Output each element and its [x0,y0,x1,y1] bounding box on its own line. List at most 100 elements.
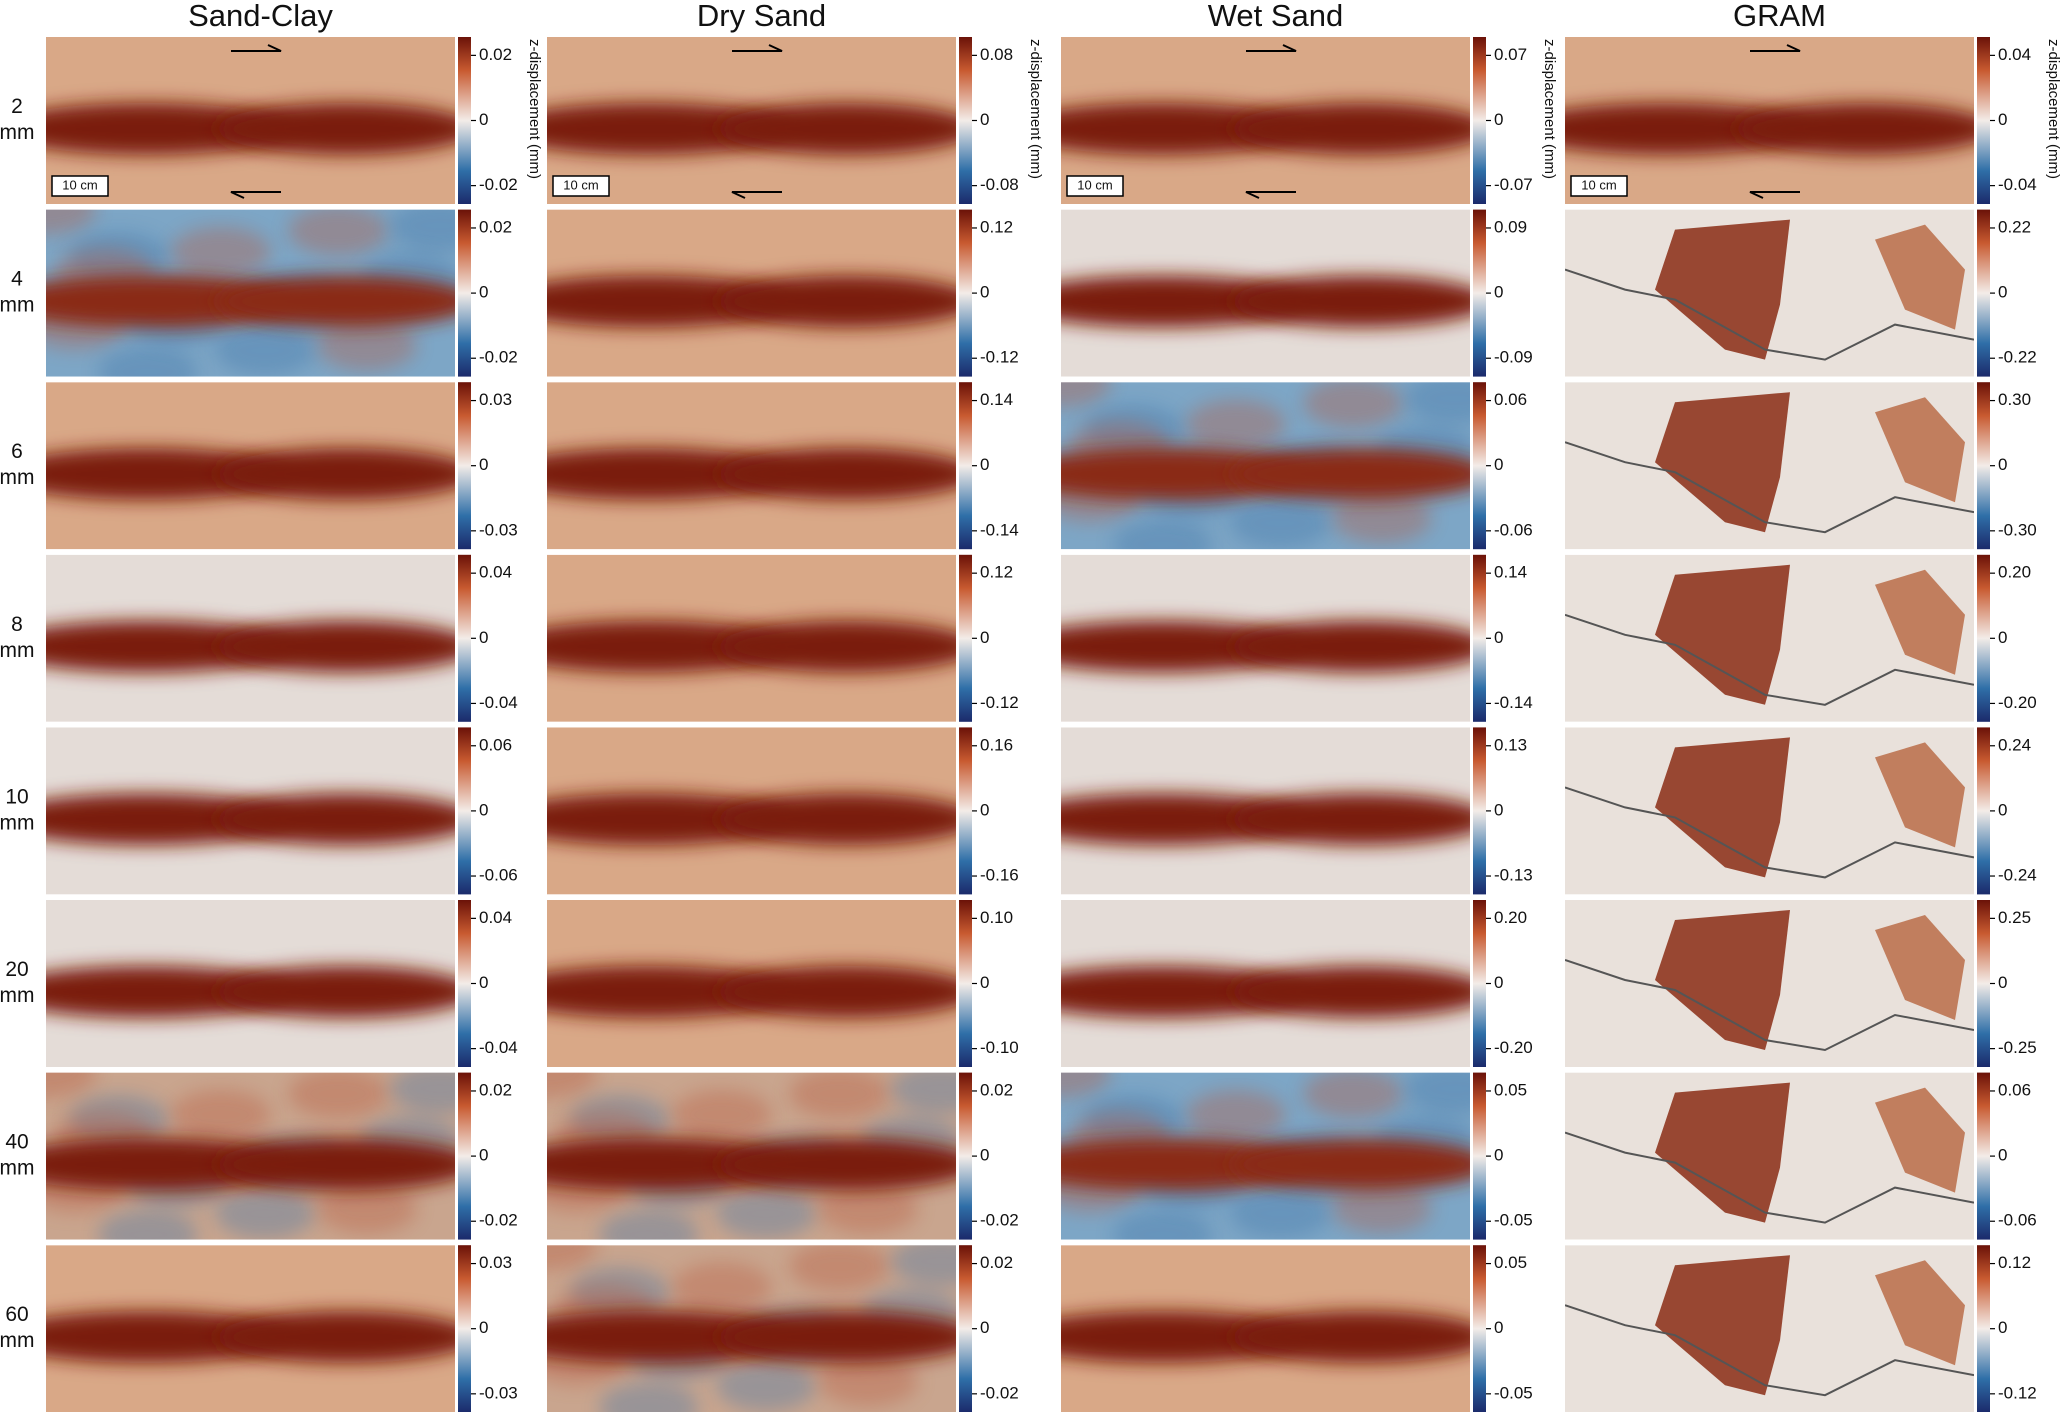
row-label: 20 [5,958,28,981]
crack [1565,1131,1974,1224]
colorbar-tick-label: -0.07 [1494,175,1533,194]
column-title: Wet Sand [1208,0,1344,33]
colorbar-tick-label: 0.05 [1494,1080,1527,1099]
band [216,1311,455,1364]
scale-bar-label: 10 cm [1077,177,1112,192]
colorbar-tick-label: -0.22 [1998,348,2037,367]
colorbar-tick-label: 0.08 [980,45,1013,64]
displacement-map [547,727,956,895]
colorbar-tick-label: 0 [479,1146,488,1165]
row-unit: mm [0,294,35,317]
shear-arrow [1749,191,1800,199]
colorbar-tick-label: 0 [980,628,989,647]
gram-block [1655,910,1790,1050]
colorbar-tick-label: -0.25 [1998,1038,2037,1057]
colorbar-tick-label: -0.02 [479,1211,518,1230]
colorbar-tick-label: 0.03 [479,390,512,409]
texture [390,1072,455,1114]
colorbar-tick-label: 0 [1998,628,2007,647]
colorbar-tick-label: 0.04 [1998,45,2031,64]
texture [1061,1072,1111,1098]
scale-bar-box [1066,175,1124,197]
colorbar-tick-label: 0 [1494,800,1503,819]
colorbar-tick-label: 0 [479,1318,488,1337]
colorbar-tick-label: 0 [1998,110,2007,129]
scale-bar-box [51,175,109,197]
displacement-map [547,554,956,722]
crack [1565,613,1974,706]
displacement-map [46,727,455,895]
colorbar-tick-label: 0.06 [1494,390,1527,409]
displacement-map [547,1245,956,1412]
colorbar [959,554,972,722]
colorbar-tick-label: 0.07 [1494,45,1527,64]
texture [1405,1072,1470,1114]
displacement-map [46,382,455,550]
colorbar [959,37,972,204]
texture [390,209,455,251]
crack [1565,441,1974,534]
gram-block [1655,1255,1790,1396]
band [216,448,455,501]
colorbar-tick-label: 0.05 [1494,1253,1527,1272]
colorbar-tick-label: -0.02 [980,1383,1019,1402]
colorbar [959,1072,972,1240]
row-unit: mm [0,1329,35,1352]
colorbar-tick-label: -0.04 [479,1038,518,1057]
displacement-map [1061,382,1470,550]
colorbar-tick-label: -0.04 [1998,175,2037,194]
colorbar-tick-label: 0.02 [479,1080,512,1099]
row-unit: mm [0,466,35,489]
band [216,275,455,328]
colorbar-label: z-displacement (mm) [1541,39,1558,179]
colorbar-tick-label: -0.16 [980,866,1019,885]
colorbar-tick-label: 0.02 [980,1253,1013,1272]
gram-block [1655,564,1790,705]
row-label: 4 [11,268,23,291]
colorbar [458,727,471,895]
colorbar-tick-label: 0 [479,973,488,992]
colorbar-tick-label: 0 [1998,800,2007,819]
displacement-map [547,900,956,1067]
colorbar-tick-label: 0 [980,110,989,129]
colorbar-tick-label: -0.30 [1998,520,2037,539]
colorbar-tick-label: -0.03 [479,1383,518,1402]
displacement-map [1061,1245,1470,1412]
band [1231,1138,1470,1191]
colorbar [959,727,972,895]
colorbar-tick-label: 0.02 [980,1080,1013,1099]
row-label: 10 [5,785,28,808]
colorbar [1977,382,1990,550]
colorbar [1473,554,1486,722]
colorbar-tick-label: 0.20 [1998,563,2031,582]
colorbar-tick-label: -0.06 [1494,520,1533,539]
displacement-map [46,1245,455,1412]
band [717,275,956,328]
texture [288,209,388,256]
colorbar-tick-label: 0.16 [980,735,1013,754]
colorbar-tick-label: 0 [1494,455,1503,474]
displacement-map [46,554,455,722]
texture [891,1072,956,1114]
colorbar-tick-label: 0.12 [980,217,1013,236]
band [717,448,956,501]
colorbar [1473,1245,1486,1412]
texture [1405,382,1470,424]
crack [1565,786,1974,879]
texture [1303,1072,1403,1119]
colorbar-label: z-displacement (mm) [526,39,543,179]
gram-block [1655,392,1790,533]
colorbar-tick-label: 0 [980,455,989,474]
colorbar [1473,1072,1486,1240]
texture [672,1089,772,1140]
colorbar-tick-label: 0.03 [479,1253,512,1272]
colorbar-tick-label: -0.10 [980,1038,1019,1057]
colorbar-tick-label: 0.14 [980,390,1013,409]
texture [716,1361,816,1412]
displacement-map [1565,1072,1974,1240]
colorbar-tick-label: 0.06 [479,735,512,754]
texture [1332,493,1432,544]
row-unit: mm [0,121,35,144]
band [717,965,956,1018]
texture [215,325,315,376]
